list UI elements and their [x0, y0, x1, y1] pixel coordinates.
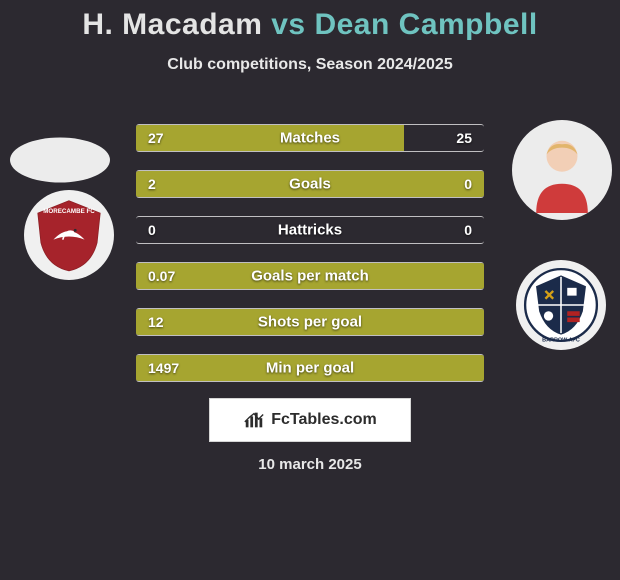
- stat-right-value: 0: [464, 176, 472, 192]
- bar-fill-left: [136, 171, 404, 197]
- stat-label: Hattricks: [278, 222, 342, 239]
- stat-label: Min per goal: [266, 360, 354, 377]
- player1-avatar: [10, 138, 110, 183]
- stat-right-value: 0: [464, 222, 472, 238]
- branding-text: FcTables.com: [271, 411, 377, 429]
- stat-label: Matches: [280, 130, 340, 147]
- stat-row: 0 Hattricks 0: [136, 216, 484, 244]
- player2-name: Dean Campbell: [314, 8, 537, 41]
- player1-name: H. Macadam: [82, 8, 262, 41]
- crest-label: BARROW AFC: [542, 338, 580, 344]
- player1-club-crest: MORECAMBE FC: [24, 190, 114, 280]
- stat-row: 1497 Min per goal: [136, 354, 484, 382]
- player2-club-crest: BARROW AFC: [516, 260, 606, 350]
- date: 10 march 2025: [258, 456, 361, 473]
- bar-fill-left: [136, 125, 404, 151]
- stat-left-value: 1497: [148, 360, 179, 376]
- player2-avatar: [512, 120, 612, 220]
- crest-icon: BARROW AFC: [522, 266, 600, 344]
- comparison-infographic: H. Macadam vs Dean Campbell Club competi…: [0, 0, 620, 580]
- subtitle: Club competitions, Season 2024/2025: [0, 56, 620, 74]
- stat-row: 27 Matches 25: [136, 124, 484, 152]
- stat-label: Goals: [289, 176, 331, 193]
- stat-row: 12 Shots per goal: [136, 308, 484, 336]
- stat-left-value: 27: [148, 130, 164, 146]
- stat-left-value: 2: [148, 176, 156, 192]
- stats-bars: 27 Matches 25 2 Goals 0 0 Hattricks 0 0.07 Goals p…: [136, 124, 484, 400]
- stat-label: Shots per goal: [258, 314, 362, 331]
- svg-text:MORECAMBE FC: MORECAMBE FC: [43, 208, 95, 215]
- chart-icon: [243, 409, 265, 431]
- stat-left-value: 0.07: [148, 268, 175, 284]
- stat-right-value: 25: [456, 130, 472, 146]
- person-icon: [519, 127, 605, 213]
- stat-left-value: 12: [148, 314, 164, 330]
- vs-text: vs: [271, 8, 305, 41]
- stat-label: Goals per match: [251, 268, 369, 285]
- page-title: H. Macadam vs Dean Campbell: [0, 0, 620, 42]
- stat-row: 2 Goals 0: [136, 170, 484, 198]
- branding: FcTables.com: [209, 398, 411, 442]
- crest-icon: MORECAMBE FC: [30, 196, 108, 274]
- stat-row: 0.07 Goals per match: [136, 262, 484, 290]
- stat-left-value: 0: [148, 222, 156, 238]
